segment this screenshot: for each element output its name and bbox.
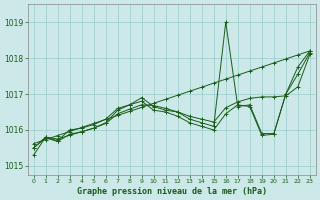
X-axis label: Graphe pression niveau de la mer (hPa): Graphe pression niveau de la mer (hPa) [77,187,267,196]
